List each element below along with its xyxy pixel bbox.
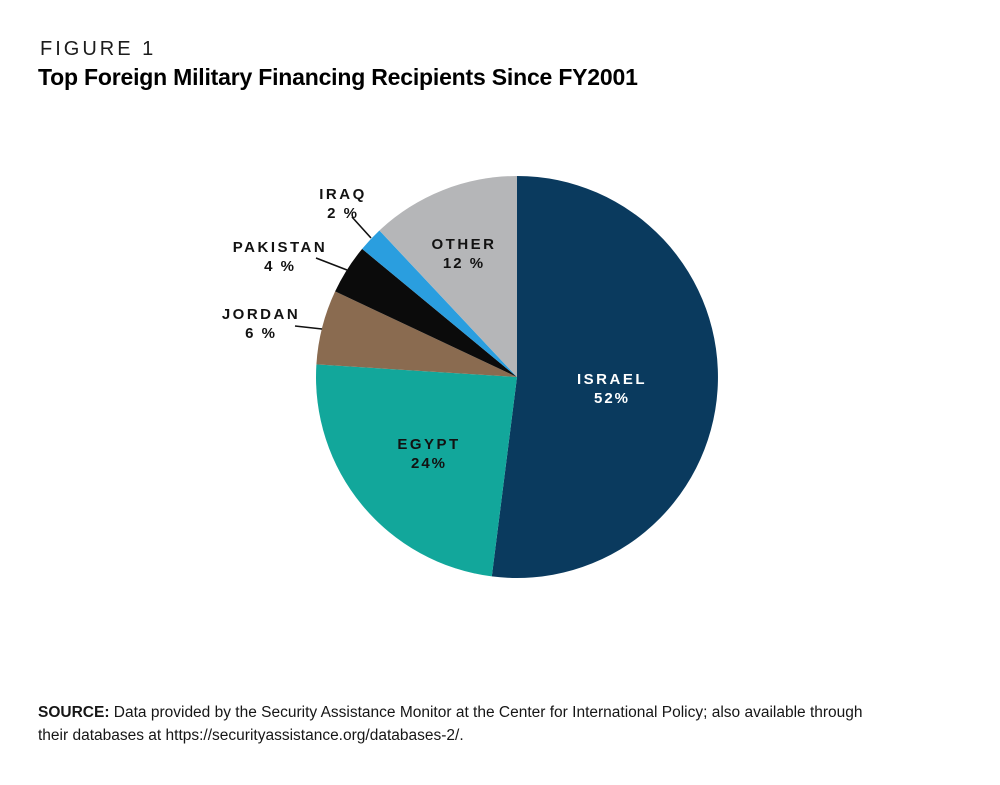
pie-slice-jordan: [316, 291, 517, 377]
leader-line-iraq: [351, 216, 372, 239]
pie-slice-egypt: [316, 364, 517, 577]
slice-label-other: OTHER 12 %: [432, 235, 497, 273]
leader-line-pakistan: [315, 257, 348, 271]
pie-slice-iraq: [362, 230, 517, 377]
source-label: SOURCE:: [38, 704, 110, 721]
slice-label-name: OTHER: [431, 236, 497, 253]
figure-title: Top Foreign Military Financing Recipient…: [38, 64, 638, 90]
slice-label-percent: 24%: [410, 455, 448, 472]
slice-label-israel: ISRAEL 52%: [577, 370, 647, 408]
pie-slice-other: [379, 176, 517, 377]
slice-label-name: ISRAEL: [576, 371, 648, 388]
leader-line-jordan: [294, 325, 323, 330]
slice-label-percent: 12 %: [442, 255, 486, 272]
slice-label-name: IRAQ: [319, 186, 367, 203]
slice-label-percent: 52%: [593, 390, 631, 407]
source-note: SOURCE: Data provided by the Security As…: [38, 701, 953, 747]
slice-label-iraq: IRAQ 2 %: [319, 185, 367, 223]
slice-label-egypt: EGYPT 24%: [397, 435, 460, 473]
pie-slice-israel: [491, 176, 718, 578]
slice-label-percent: 6 %: [245, 325, 277, 342]
pie-slice-pakistan: [335, 248, 517, 377]
slice-label-name: EGYPT: [397, 436, 461, 453]
source-text-line2: their databases at https://securityassis…: [38, 727, 464, 744]
slice-label-percent: 2 %: [327, 205, 359, 222]
slice-label-name: PAKISTAN: [232, 239, 328, 256]
slice-label-name: JORDAN: [221, 306, 301, 323]
slice-label-jordan: JORDAN 6 %: [222, 305, 300, 343]
figure-kicker: FIGURE 1: [40, 38, 157, 60]
source-text-line1: Data provided by the Security Assistance…: [113, 704, 863, 721]
slice-label-pakistan: PAKISTAN 4 %: [233, 238, 327, 276]
slice-label-percent: 4 %: [264, 258, 296, 275]
